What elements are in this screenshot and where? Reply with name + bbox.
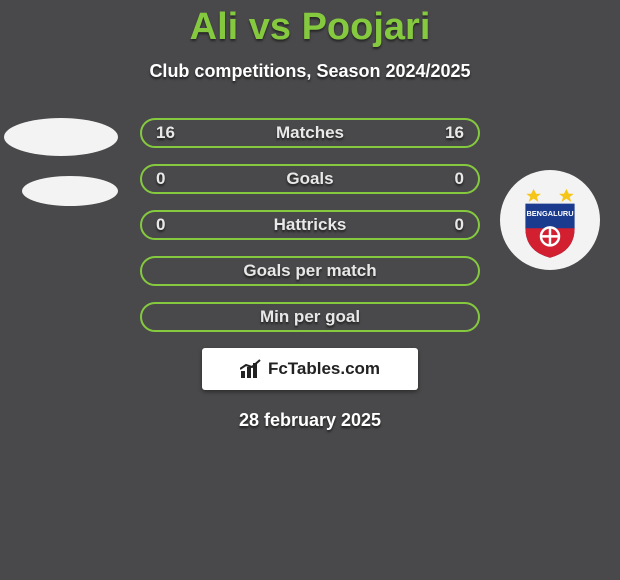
- date-text: 28 february 2025: [0, 410, 620, 431]
- stat-left-value: 16: [156, 123, 175, 143]
- stat-row-min-per-goal: Min per goal: [140, 302, 480, 332]
- stat-label: Min per goal: [260, 307, 360, 327]
- left-player-badge-2: [22, 176, 118, 206]
- subtitle: Club competitions, Season 2024/2025: [0, 61, 620, 82]
- club-logo-icon: BENGALURU: [509, 179, 591, 261]
- stat-row-matches: 16 Matches 16: [140, 118, 480, 148]
- stat-label: Goals: [286, 169, 333, 189]
- stat-row-goals-per-match: Goals per match: [140, 256, 480, 286]
- stat-left-value: 0: [156, 169, 165, 189]
- watermark: FcTables.com: [202, 348, 418, 390]
- stat-label: Matches: [276, 123, 344, 143]
- left-player-badge-1: [4, 118, 118, 156]
- stat-label: Hattricks: [274, 215, 347, 235]
- stat-right-value: 0: [455, 215, 464, 235]
- stat-label: Goals per match: [243, 261, 376, 281]
- stat-left-value: 0: [156, 215, 165, 235]
- bar-chart-icon: [240, 359, 262, 379]
- watermark-text: FcTables.com: [268, 359, 380, 379]
- right-club-badge: BENGALURU: [500, 170, 600, 270]
- stat-right-value: 16: [445, 123, 464, 143]
- club-name-text: BENGALURU: [526, 209, 573, 218]
- stat-row-hattricks: 0 Hattricks 0: [140, 210, 480, 240]
- stat-row-goals: 0 Goals 0: [140, 164, 480, 194]
- stat-right-value: 0: [455, 169, 464, 189]
- page-title: Ali vs Poojari: [0, 0, 620, 49]
